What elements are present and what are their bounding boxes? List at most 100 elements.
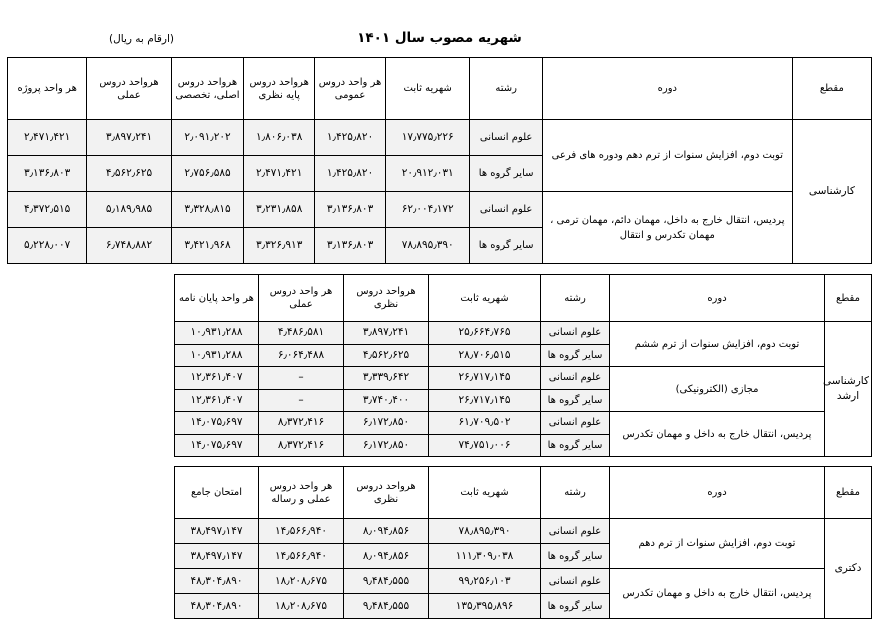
comprehensive-exam-value: ۳۸٫۴۹۷٫۱۴۷	[174, 518, 259, 544]
main-specialized-unit-value: ۲٫۷۵۶٫۵۸۵	[170, 155, 245, 192]
project-unit-value: ۵٫۲۲۸٫۰۰۷	[6, 227, 88, 264]
basic-theory-unit-value: ۳٫۲۳۱٫۸۵۸	[243, 191, 316, 228]
fixed-fee-value: ۶۲٫۰۰۴٫۱۷۲	[384, 191, 471, 228]
field-cell: علوم انسانی	[469, 191, 543, 228]
table-header-row: مقطع دوره رشته شهریه ثابت هر واحد دروس ع…	[6, 57, 873, 120]
thesis-unit-value: ۱۰٫۹۳۱٫۲۸۸	[174, 343, 259, 367]
table-row: سایر گروه ها ۷۸٫۸۹۵٫۳۹۰ ۳٫۱۳۶٫۸۰۳ ۳٫۳۲۶٫…	[6, 227, 872, 264]
thesis-unit-value: ۱۲٫۳۶۱٫۴۰۷	[174, 388, 259, 412]
undergraduate-fee-table: مقطع دوره رشته شهریه ثابت هر واحد دروس ع…	[6, 57, 873, 264]
practical-unit-value: –	[258, 388, 344, 412]
fixed-fee-value: ۱۷٫۷۷۵٫۲۲۶	[384, 119, 471, 156]
header-practical-unit: هرواحد دروس عملی	[86, 57, 172, 120]
field-cell: علوم انسانی	[540, 518, 610, 544]
table-row: کارشناسی توبت دوم، افزایش سنوات از ترم د…	[6, 119, 873, 264]
field-cell: سایر گروه ها	[540, 343, 610, 367]
project-unit-value: ۳٫۱۳۶٫۸۰۳	[6, 155, 88, 192]
field-cell: سایر گروه ها	[540, 593, 610, 619]
field-cell: علوم انسانی	[540, 411, 610, 435]
field-cell: علوم انسانی	[540, 321, 610, 345]
thesis-unit-value: ۱۰٫۹۳۱٫۲۸۸	[174, 321, 259, 345]
practical-unit-value: ۵٫۱۸۹٫۹۸۵	[86, 191, 172, 228]
field-cell: سایر گروه ها	[540, 543, 610, 569]
course-cell: توبت دوم، افزایش سنوات از ترم ششم	[609, 321, 825, 367]
theory-unit-value: ۳٫۸۹۷٫۲۴۱	[343, 321, 429, 345]
header-practical-dissertation-unit: هر واحد دروس عملی و رساله	[258, 466, 344, 519]
practical-unit-value: ۸٫۳۷۲٫۴۱۶	[258, 433, 344, 457]
table-row: پردیس، انتقال خارج به داخل و مهمان تکدرس…	[174, 411, 872, 457]
fixed-fee-value: ۲۶٫۷۱۷٫۱۴۵	[428, 388, 541, 412]
comprehensive-exam-value: ۳۸٫۴۹۷٫۱۴۷	[174, 543, 259, 569]
basic-theory-unit-value: ۳٫۳۲۶٫۹۱۳	[243, 227, 316, 264]
header-thesis-unit: هر واحد پایان نامه	[174, 274, 259, 322]
comprehensive-exam-value: ۴۸٫۳۰۴٫۸۹۰	[174, 593, 259, 619]
degree-cell: دکتری	[824, 518, 872, 619]
header-comprehensive-exam: امتحان جامع	[174, 466, 259, 519]
field-cell: سایر گروه ها	[469, 155, 543, 192]
fixed-fee-value: ۲۰٫۹۱۲٫۰۳۱	[384, 155, 471, 192]
course-cell: پردیس، انتقال خارج به داخل و مهمان تکدرس	[609, 568, 825, 619]
page-title: شهریه مصوب سال ۱۴۰۱	[357, 30, 522, 46]
thesis-unit-value: ۱۴٫۰۷۵٫۶۹۷	[174, 433, 259, 457]
thesis-unit-value: ۱۴٫۰۷۵٫۶۹۷	[174, 411, 259, 435]
header-fixed-fee: شهریه ثابت	[428, 274, 541, 322]
main-specialized-unit-value: ۳٫۳۲۸٫۸۱۵	[170, 191, 245, 228]
table-row: پردیس، انتقال خارج به داخل و مهمان تکدرس…	[174, 568, 872, 619]
header-field: رشته	[540, 466, 610, 519]
project-unit-value: ۴٫۳۷۲٫۵۱۵	[6, 191, 88, 228]
general-unit-value: ۱٫۴۲۵٫۸۲۰	[314, 155, 386, 192]
header-field: رشته	[540, 274, 610, 322]
fixed-fee-value: ۱۱۱٫۳۰۹٫۰۳۸	[428, 543, 541, 569]
header-course: دوره	[609, 466, 825, 519]
general-unit-value: ۳٫۱۳۶٫۸۰۳	[314, 191, 386, 228]
header-project-unit: هر واحد پروژه	[6, 57, 88, 120]
degree-cell: کارشناسی ارشد	[823, 321, 872, 457]
theory-unit-value: ۸٫۰۹۴٫۸۵۶	[343, 543, 429, 569]
table-row: سایر گروه ها ۱۳۵٫۳۹۵٫۸۹۶ ۹٫۴۸۴٫۵۵۵ ۱۸٫۲۰…	[174, 593, 872, 619]
degree-cell: کارشناسی	[791, 119, 873, 264]
theory-unit-value: ۸٫۰۹۴٫۸۵۶	[343, 518, 429, 544]
field-cell: علوم انسانی	[469, 119, 543, 156]
header-degree: مقطع	[791, 57, 873, 120]
theory-unit-value: ۶٫۱۷۲٫۸۵۰	[343, 411, 429, 435]
field-cell: سایر گروه ها	[540, 388, 610, 412]
practical-unit-value: ۴٫۵۶۲٫۶۲۵	[86, 155, 172, 192]
title-band: شهریه مصوب سال ۱۴۰۱ (ارقام به ریال)	[0, 28, 879, 54]
practical-dissertation-unit-value: ۱۴٫۵۶۶٫۹۴۰	[258, 543, 344, 569]
fixed-fee-value: ۹۹٫۲۵۶٫۱۰۳	[428, 568, 541, 594]
course-cell: پردیس، انتقال خارج به داخل و مهمان تکدرس	[609, 411, 825, 457]
course-cell: توبت دوم، افزایش سنوات از ترم دهم ودوره …	[541, 119, 793, 192]
theory-unit-value: ۳٫۳۳۹٫۶۴۲	[343, 366, 429, 390]
practical-dissertation-unit-value: ۱۸٫۲۰۸٫۶۷۵	[258, 568, 344, 594]
phd-fee-table: مقطع دوره رشته شهریه ثابت هرواحد دروس نظ…	[174, 466, 872, 619]
header-main-specialized-unit: هرواحد دروس اصلی، تخصصی	[170, 57, 245, 120]
theory-unit-value: ۶٫۱۷۲٫۸۵۰	[343, 433, 429, 457]
fixed-fee-value: ۲۸٫۷۰۶٫۵۱۵	[428, 343, 541, 367]
general-unit-value: ۱٫۴۲۵٫۸۲۰	[314, 119, 386, 156]
main-specialized-unit-value: ۳٫۴۲۱٫۹۶۸	[170, 227, 245, 264]
fixed-fee-value: ۷۴٫۷۵۱٫۰۰۶	[428, 433, 541, 457]
table-header-row: مقطع دوره رشته شهریه ثابت هرواحد دروس نظ…	[174, 466, 872, 519]
header-theory-unit: هرواحد دروس نظری	[343, 274, 429, 322]
practical-unit-value: ۳٫۸۹۷٫۲۴۱	[86, 119, 172, 156]
basic-theory-unit-value: ۱٫۸۰۶٫۰۳۸	[243, 119, 316, 156]
table-header-row: مقطع دوره رشته شهریه ثابت هرواحد دروس نظ…	[174, 274, 872, 322]
practical-dissertation-unit-value: ۱۸٫۲۰۸٫۶۷۵	[258, 593, 344, 619]
theory-unit-value: ۹٫۴۸۴٫۵۵۵	[343, 568, 429, 594]
field-cell: علوم انسانی	[540, 568, 610, 594]
header-general-unit: هر واحد دروس عمومی	[314, 57, 386, 120]
practical-dissertation-unit-value: ۱۴٫۵۶۶٫۹۴۰	[258, 518, 344, 544]
fixed-fee-value: ۱۳۵٫۳۹۵٫۸۹۶	[428, 593, 541, 619]
thesis-unit-value: ۱۲٫۳۶۱٫۴۰۷	[174, 366, 259, 390]
field-cell: سایر گروه ها	[469, 227, 543, 264]
header-practical-unit: هر واحد دروس عملی	[258, 274, 344, 322]
fixed-fee-value: ۲۶٫۷۱۷٫۱۴۵	[428, 366, 541, 390]
table-row: مجازی (الکترونیکی) علوم انسانی ۲۶٫۷۱۷٫۱۴…	[174, 366, 872, 412]
comprehensive-exam-value: ۴۸٫۳۰۴٫۸۹۰	[174, 568, 259, 594]
field-cell: سایر گروه ها	[540, 433, 610, 457]
header-field: رشته	[469, 57, 543, 120]
project-unit-value: ۲٫۴۷۱٫۴۲۱	[6, 119, 88, 156]
header-fixed-fee: شهریه ثابت	[428, 466, 541, 519]
course-cell: پردیس، انتقال خارج به داخل، مهمان دائم، …	[541, 191, 793, 264]
